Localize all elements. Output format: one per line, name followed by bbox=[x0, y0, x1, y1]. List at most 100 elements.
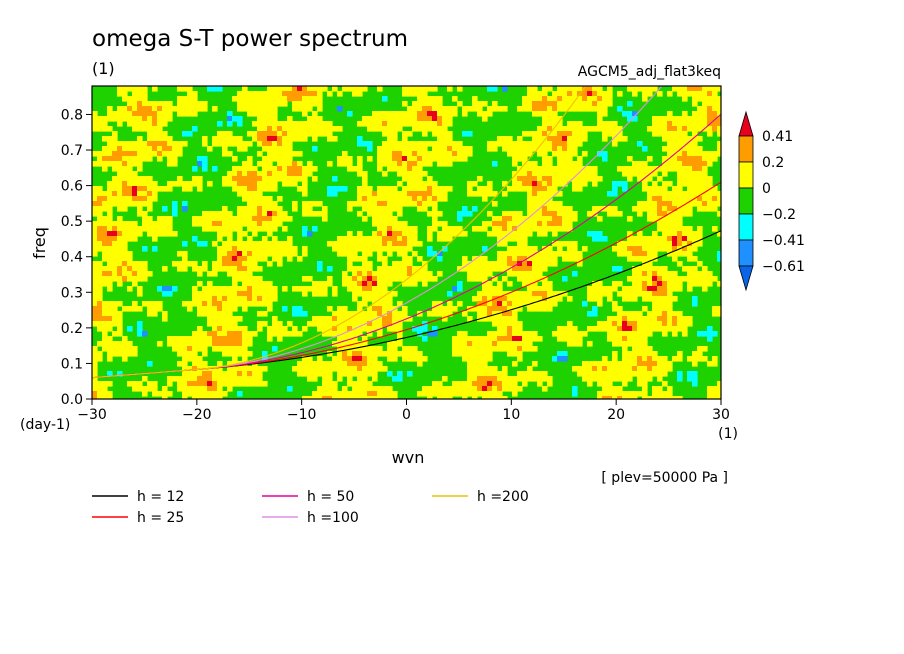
contour-cell bbox=[627, 256, 633, 262]
contour-cell bbox=[372, 391, 378, 397]
contour-cell bbox=[302, 191, 308, 197]
contour-cell bbox=[162, 226, 168, 232]
contour-cell bbox=[487, 341, 493, 347]
contour-cell bbox=[482, 276, 488, 282]
contour-cell bbox=[372, 241, 378, 247]
contour-cell bbox=[452, 341, 458, 347]
contour-cell bbox=[437, 126, 443, 132]
contour-cell bbox=[247, 351, 253, 357]
contour-cell bbox=[407, 316, 413, 322]
contour-cell bbox=[92, 311, 98, 317]
contour-cell bbox=[562, 211, 568, 217]
contour-cell bbox=[317, 371, 323, 377]
contour-cell bbox=[532, 331, 538, 337]
contour-cell bbox=[517, 276, 523, 282]
contour-cell bbox=[417, 121, 423, 127]
contour-cell bbox=[692, 186, 698, 192]
contour-cell bbox=[507, 331, 513, 337]
contour-cell bbox=[287, 176, 293, 182]
contour-cell bbox=[477, 371, 483, 377]
contour-cell bbox=[702, 191, 708, 197]
contour-cell bbox=[432, 206, 438, 212]
contour-cell bbox=[537, 211, 543, 217]
contour-cell bbox=[202, 306, 208, 312]
contour-cell bbox=[622, 291, 628, 297]
contour-cell bbox=[302, 286, 308, 292]
contour-cell bbox=[187, 306, 193, 312]
contour-cell bbox=[652, 251, 658, 257]
contour-cell bbox=[347, 326, 353, 332]
contour-cell bbox=[427, 331, 433, 337]
contour-cell bbox=[347, 241, 353, 247]
contour-cell bbox=[212, 376, 218, 382]
contour-cell bbox=[222, 136, 228, 142]
contour-cell bbox=[552, 121, 558, 127]
contour-cell bbox=[507, 146, 513, 152]
contour-cell bbox=[712, 206, 718, 212]
contour-cell bbox=[177, 86, 183, 92]
contour-cell bbox=[222, 256, 228, 262]
contour-cell bbox=[717, 196, 721, 202]
contour-cell bbox=[547, 296, 553, 302]
contour-cell bbox=[237, 391, 243, 397]
contour-cell bbox=[547, 136, 553, 142]
contour-cell bbox=[632, 351, 638, 357]
contour-cell bbox=[647, 276, 653, 282]
contour-cell bbox=[322, 316, 328, 322]
legend-label: h =200 bbox=[477, 489, 529, 505]
contour-cell bbox=[517, 371, 523, 377]
contour-cell bbox=[577, 366, 583, 372]
contour-cell bbox=[197, 271, 203, 277]
contour-cell bbox=[677, 206, 683, 212]
contour-cell bbox=[617, 126, 623, 132]
contour-cell bbox=[102, 396, 108, 399]
contour-cell bbox=[92, 226, 98, 232]
contour-cell bbox=[302, 371, 308, 377]
contour-cell bbox=[242, 376, 248, 382]
contour-cell bbox=[687, 156, 693, 162]
contour-cell bbox=[517, 221, 523, 227]
contour-cell bbox=[372, 201, 378, 207]
contour-cell bbox=[437, 106, 443, 112]
contour-cell bbox=[407, 246, 413, 252]
contour-cell bbox=[602, 131, 608, 137]
contour-cell bbox=[652, 116, 658, 122]
contour-cell bbox=[547, 116, 553, 122]
contour-cell bbox=[542, 301, 548, 307]
contour-cell bbox=[157, 216, 163, 222]
contour-cell bbox=[207, 396, 213, 399]
contour-cell bbox=[152, 221, 158, 227]
contour-cell bbox=[257, 176, 263, 182]
contour-cell bbox=[487, 291, 493, 297]
contour-cell bbox=[392, 231, 398, 237]
contour-cell bbox=[512, 161, 518, 167]
contour-cell bbox=[247, 251, 253, 257]
contour-cell bbox=[312, 121, 318, 127]
contour-cell bbox=[492, 101, 498, 107]
contour-cell bbox=[592, 371, 598, 377]
contour-cell bbox=[577, 186, 583, 192]
contour-cell bbox=[632, 116, 638, 122]
contour-cell bbox=[677, 156, 683, 162]
contour-cell bbox=[367, 196, 373, 202]
contour-cell bbox=[527, 211, 533, 217]
contour-cell bbox=[117, 201, 123, 207]
contour-cell bbox=[432, 226, 438, 232]
contour-cell bbox=[567, 136, 573, 142]
contour-cell bbox=[377, 156, 383, 162]
contour-cell bbox=[472, 181, 478, 187]
contour-cell bbox=[407, 121, 413, 127]
contour-cell bbox=[482, 111, 488, 117]
contour-cell bbox=[387, 341, 393, 347]
contour-cell bbox=[612, 141, 618, 147]
contour-cell bbox=[702, 111, 708, 117]
contour-cell bbox=[107, 186, 113, 192]
contour-cell bbox=[312, 91, 318, 97]
contour-cell bbox=[117, 241, 123, 247]
contour-cell bbox=[602, 371, 608, 377]
contour-cell bbox=[612, 331, 618, 337]
contour-cell bbox=[97, 261, 103, 267]
contour-cell bbox=[312, 101, 318, 107]
contour-cell bbox=[447, 111, 453, 117]
contour-cell bbox=[552, 291, 558, 297]
